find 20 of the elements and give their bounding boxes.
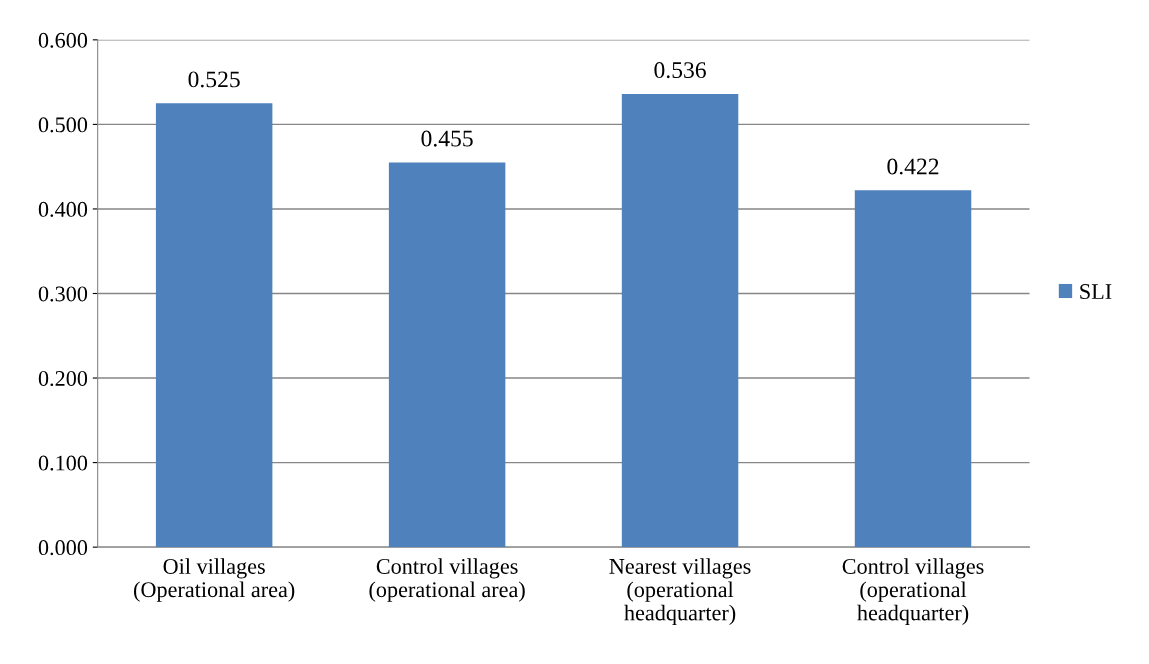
y-tick-label: 0.300 — [38, 286, 88, 302]
x-tick-label: Control villages (operational area) — [369, 558, 525, 602]
data-label: 0.525 — [188, 71, 240, 88]
y-tick-label: 0.200 — [38, 370, 88, 387]
bar — [854, 190, 972, 548]
y-tick-label: 0.400 — [38, 201, 88, 217]
x-tick-label: Nearest villages (operational headquarter) — [609, 558, 751, 625]
y-tick-label: 0.500 — [38, 117, 88, 133]
y-tick-label: 0.600 — [38, 32, 88, 48]
y-tick-label: 0.100 — [38, 455, 88, 471]
bar — [388, 162, 506, 548]
x-tick-label: Control villages (operational headquarter) — [842, 558, 984, 625]
x-tick-label: Oil villages (Operational area) — [134, 558, 295, 602]
data-label: 0.536 — [654, 62, 706, 79]
data-label: 0.455 — [421, 130, 473, 147]
y-tick-label: 0.000 — [38, 540, 88, 556]
data-label: 0.422 — [887, 158, 939, 175]
bar — [621, 93, 739, 548]
legend-label: SLI — [1080, 284, 1112, 300]
bar — [155, 103, 273, 548]
